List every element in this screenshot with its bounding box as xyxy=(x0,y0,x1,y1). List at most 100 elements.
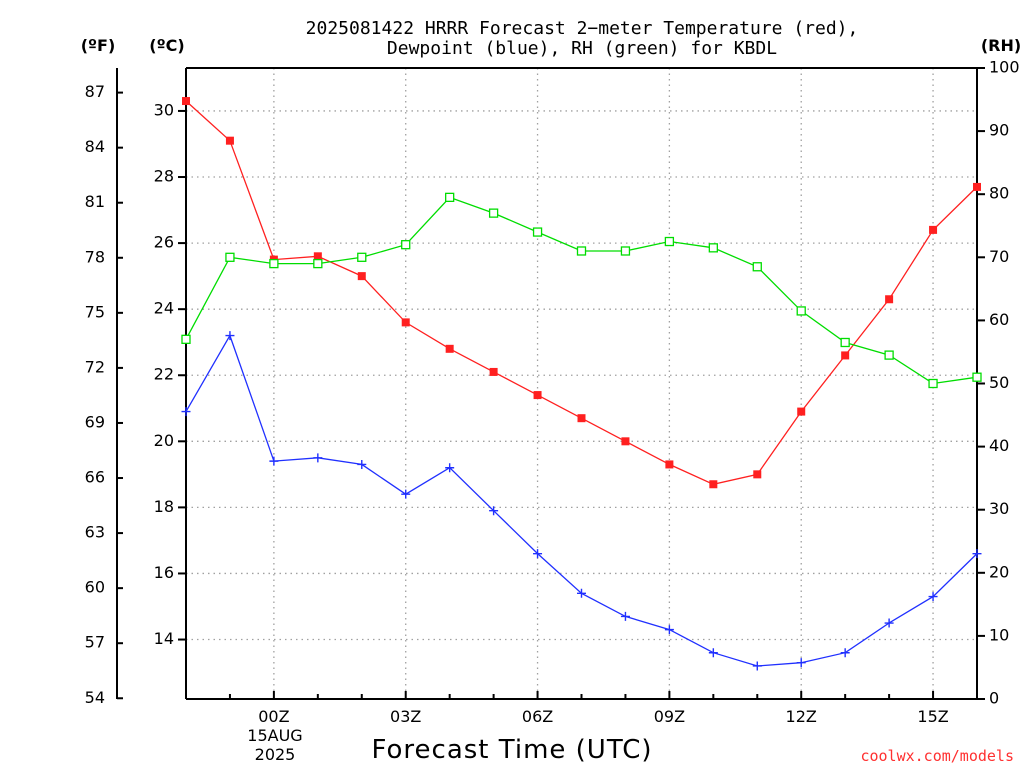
temperature-point xyxy=(225,136,234,145)
axes: 14 16 18 20 22 24 26 28 30 54 57 60 63 66 69 72 75 78 81 84… xyxy=(85,58,1020,727)
fahrenheit-tick-label: 54 xyxy=(85,688,105,707)
celsius-tick-label: 30 xyxy=(154,100,174,119)
fahrenheit-tick-label: 72 xyxy=(85,357,105,376)
rh-point xyxy=(708,243,718,253)
temperature-point xyxy=(841,351,850,360)
rh-point xyxy=(357,252,367,262)
rh-point xyxy=(972,372,982,382)
fahrenheit-tick-label: 78 xyxy=(85,247,105,266)
dewpoint-point xyxy=(269,456,279,466)
series xyxy=(181,97,982,671)
rh-tick-label: 70 xyxy=(989,247,1009,266)
temperature-point xyxy=(621,437,630,446)
rh-tick-label: 10 xyxy=(989,625,1009,644)
rh-point xyxy=(620,246,631,256)
dewpoint-point xyxy=(225,331,235,341)
x-tick-label: 03Z xyxy=(390,707,421,726)
celsius-tick-label: 26 xyxy=(154,233,174,252)
rh-tick-label: 30 xyxy=(989,499,1009,518)
rh-point xyxy=(445,192,455,203)
rh-point xyxy=(181,334,191,344)
dewpoint-point xyxy=(357,459,367,469)
rh-point xyxy=(884,350,894,360)
celsius-tick-label: 24 xyxy=(154,299,174,318)
x-tick-label: 00Z xyxy=(258,707,289,726)
fahrenheit-tick-label: 63 xyxy=(85,523,105,542)
fahrenheit-tick-label: 84 xyxy=(85,137,105,156)
temperature-point xyxy=(357,272,366,281)
dewpoint-point xyxy=(313,453,323,463)
celsius-tick-label: 20 xyxy=(154,431,174,450)
celsius-tick-label: 14 xyxy=(154,629,174,648)
rh-point xyxy=(225,252,235,262)
temperature-point xyxy=(313,252,322,261)
dewpoint-point xyxy=(972,549,982,559)
dewpoint-point xyxy=(489,506,499,516)
dewpoint-point xyxy=(928,592,938,602)
temperature-point xyxy=(665,460,674,469)
chart-title-line1: 2025081422 HRRR Forecast 2−meter Tempera… xyxy=(306,18,859,39)
dewpoint-line xyxy=(185,334,978,667)
celsius-unit-label: (ºC) xyxy=(149,36,184,55)
x-tick-label: 12Z xyxy=(786,707,817,726)
temperature-point xyxy=(753,470,762,479)
x-tick-label: 09Z xyxy=(654,707,685,726)
rh-point xyxy=(664,236,675,247)
celsius-tick-label: 16 xyxy=(154,563,174,582)
dewpoint-point xyxy=(577,588,586,598)
rh-point xyxy=(401,240,411,250)
dewpoint-point xyxy=(620,611,630,621)
rh-point xyxy=(532,227,543,237)
rh-tick-label: 60 xyxy=(989,310,1009,329)
date-label-day: 15AUG xyxy=(247,726,302,745)
rh-point xyxy=(840,337,850,348)
rh-point xyxy=(269,258,279,269)
temperature-point xyxy=(577,414,586,423)
dewpoint-point xyxy=(401,489,411,499)
temperature-line xyxy=(185,100,978,485)
rh-tick-label: 90 xyxy=(989,121,1009,140)
x-tick-label: 15Z xyxy=(917,707,948,726)
dewpoint-point xyxy=(533,549,543,559)
grid-lines xyxy=(186,68,977,699)
chart-title-line2: Dewpoint (blue), RH (green) for KBDL xyxy=(387,38,777,59)
dewpoint-point xyxy=(840,648,850,658)
rh-tick-label: 80 xyxy=(989,184,1009,203)
rh-point xyxy=(576,246,587,256)
dewpoint-point xyxy=(708,648,718,658)
rh-line xyxy=(185,196,978,385)
temperature-point xyxy=(182,97,190,106)
fahrenheit-tick-label: 81 xyxy=(85,192,105,211)
rh-tick-label: 40 xyxy=(989,436,1009,455)
rh-tick-label: 100 xyxy=(989,58,1020,77)
date-label-year: 2025 xyxy=(255,745,296,764)
x-axis-label: Forecast Time (UTC) xyxy=(371,735,652,765)
fahrenheit-tick-label: 57 xyxy=(85,633,105,652)
temperature-point xyxy=(885,295,894,304)
dewpoint-point xyxy=(445,463,455,473)
dewpoint-point xyxy=(181,407,191,417)
temperature-point xyxy=(797,407,806,416)
dewpoint-point xyxy=(664,625,674,635)
fahrenheit-tick-label: 69 xyxy=(85,412,105,431)
rh-point xyxy=(313,258,323,269)
celsius-tick-label: 22 xyxy=(154,365,174,384)
rh-point xyxy=(752,262,762,272)
fahrenheit-tick-label: 87 xyxy=(85,82,105,101)
rh-point xyxy=(796,306,806,316)
credit-text: coolwx.com/models xyxy=(860,747,1014,765)
celsius-tick-label: 18 xyxy=(154,497,174,516)
rh-point xyxy=(928,378,938,389)
rh-unit-label: (RH) xyxy=(981,36,1021,55)
rh-point xyxy=(488,208,499,218)
dewpoint-point xyxy=(796,658,806,668)
rh-tick-label: 20 xyxy=(989,562,1009,581)
temperature-point xyxy=(445,344,454,353)
temperature-point xyxy=(401,318,410,327)
fahrenheit-tick-label: 75 xyxy=(85,302,105,321)
temperature-point xyxy=(929,225,938,234)
rh-tick-label: 50 xyxy=(989,373,1009,392)
temperature-point xyxy=(973,182,981,191)
dewpoint-point xyxy=(884,618,894,628)
